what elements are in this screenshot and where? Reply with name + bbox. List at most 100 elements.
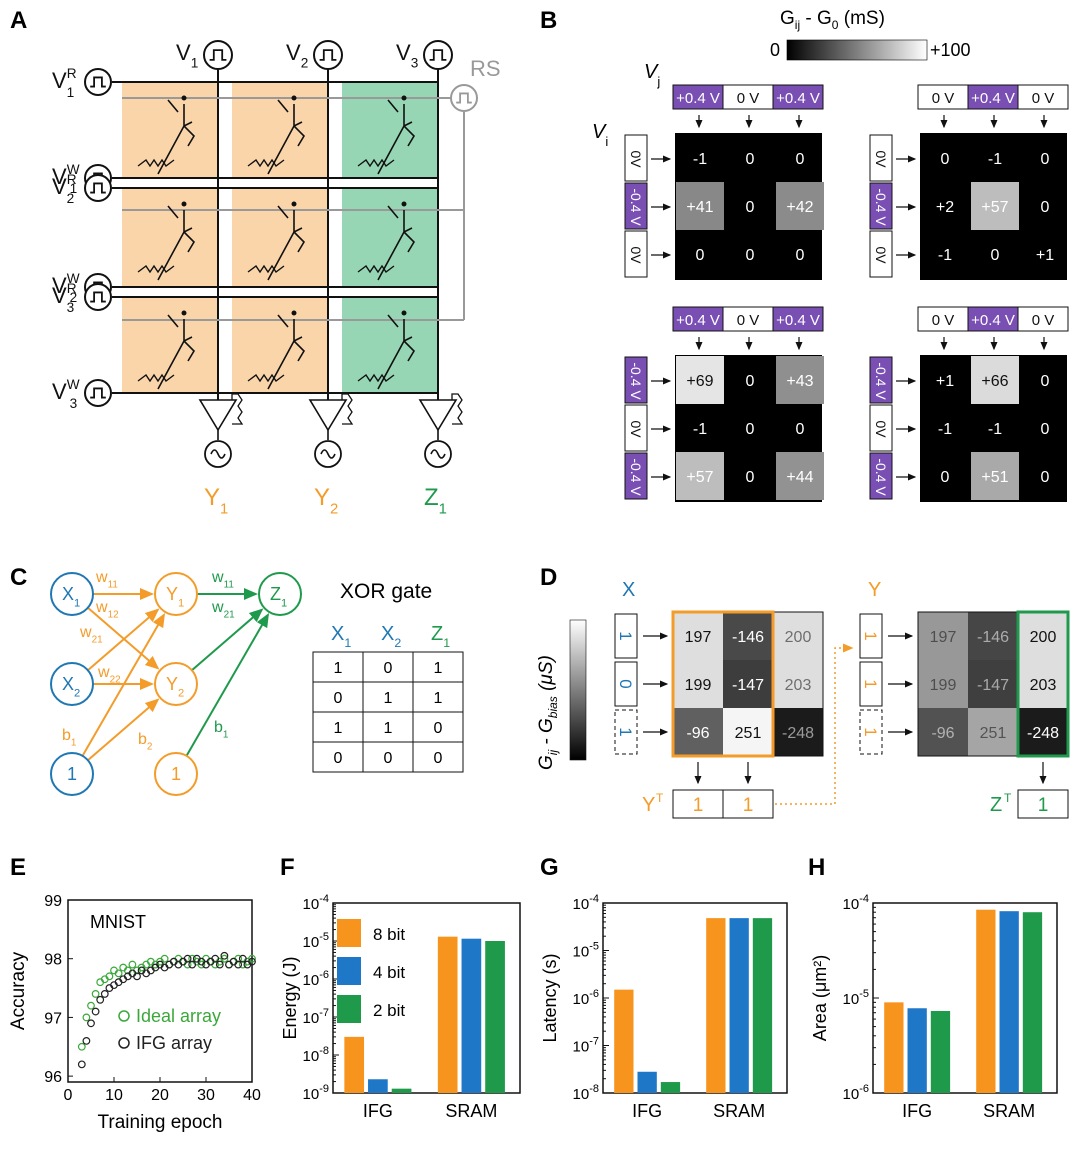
colorbar-title: Gij - G0 (mS): [780, 8, 885, 32]
x-tick-label: 40: [243, 1087, 261, 1104]
rs-source-icon-pulse: [456, 92, 472, 104]
device-resistor-glyph: [137, 158, 175, 168]
table-cell-value: 0: [434, 720, 443, 737]
device-resistor-glyph: [357, 373, 395, 383]
cell-value: 0: [746, 373, 755, 390]
data-point: [197, 960, 206, 969]
row-voltage-label: VR 2: [52, 172, 77, 206]
weight-value: 197: [685, 629, 712, 646]
device-resistor-glyph: [247, 264, 285, 274]
device-transistor-glyph: [157, 205, 196, 281]
data-point: [100, 990, 109, 998]
category-label: SRAM: [983, 1101, 1035, 1121]
y-tick-label: 10-5: [843, 988, 869, 1008]
accuracy-chart: 0 10 20 30 40 96 97 98 99 Training epoch Accuracy M…: [8, 893, 261, 1133]
feedback-resistor-icon: [451, 393, 464, 425]
column-voltage-box: [772, 306, 824, 332]
table-header: X1: [331, 623, 351, 650]
node-y1: [154, 572, 198, 616]
device-node: [401, 201, 407, 207]
y-tick-label: 96: [44, 1069, 62, 1086]
cell-value: +1: [936, 373, 954, 390]
device-node: [181, 310, 187, 316]
row-voltage-text: 0V: [628, 150, 644, 168]
feedback-resistor-icon: [231, 393, 244, 425]
y-tick-label: 99: [44, 893, 62, 910]
data-point: [77, 1060, 86, 1069]
device-resistor-glyph: [247, 158, 285, 168]
column-voltage-text: +0.4 V: [776, 312, 820, 329]
table-cell: [312, 651, 364, 683]
bar-sram: [729, 918, 749, 1093]
node-label: Y2: [166, 674, 184, 699]
row-voltage-text: -0.4 V: [873, 458, 889, 496]
y-tick-label: 10-8: [303, 1045, 329, 1065]
row-voltage-box: [624, 452, 648, 500]
weight-cell: [918, 660, 968, 708]
rs-source-icon: [450, 84, 478, 112]
table-header: Z1: [431, 623, 450, 650]
data-point: [188, 960, 197, 969]
node-label: Y1: [166, 584, 184, 609]
data-point: [77, 1042, 86, 1051]
data-point: [211, 954, 220, 963]
xor-truth-table: XOR gate X1 X2 Z1 1 0 1 0 1 1 1 1 0 0 0 0: [312, 580, 464, 773]
xor-crossbar-panel: Gij - Gbias (μS) X Y 197 -146 200 199 -147 203 -9…: [536, 579, 1070, 819]
table-cell: [362, 711, 414, 743]
row-voltage-text: -0.4 V: [873, 362, 889, 400]
data-point: [215, 960, 224, 969]
column-voltage-text: 0 V: [932, 90, 955, 107]
column-voltage-box: [967, 306, 1019, 332]
x-tick-label: 30: [197, 1087, 215, 1104]
weight-label: w21: [79, 624, 103, 646]
area-chart: 10-6 10-5 10-4 IFG SRAM Area (μm²): [810, 893, 1058, 1121]
cell-value: 0: [941, 151, 950, 168]
cell-value: 0: [746, 247, 755, 264]
output-label: Z1: [424, 484, 447, 517]
category-label: SRAM: [713, 1101, 765, 1121]
data-point: [91, 990, 100, 998]
table-cell-value: 1: [384, 720, 393, 737]
device-resistor-glyph: [357, 264, 395, 274]
column-voltage-label: V1: [176, 40, 198, 71]
y-input-value: 1: [861, 631, 880, 640]
conductance-cell: [676, 452, 724, 500]
bar-ifg: [907, 1008, 927, 1093]
weight-value: -96: [686, 725, 709, 742]
column-voltage-text: +0.4 V: [971, 90, 1015, 107]
edge-x1-y2: [87, 606, 160, 670]
table-cell-value: 1: [334, 660, 343, 677]
xor-table-title: XOR gate: [340, 580, 432, 603]
row-voltage-text: 0V: [873, 150, 889, 168]
cell-value: -1: [938, 247, 952, 264]
bar-sram: [999, 911, 1019, 1093]
y-axis-label: Latency (s): [540, 953, 560, 1042]
table-cell-value: 1: [434, 690, 443, 707]
weight-cell: [723, 708, 773, 756]
row-source-icon: [84, 379, 112, 407]
output-label: Y2: [314, 484, 338, 517]
table-header: X2: [381, 623, 401, 650]
row-voltage-box: [869, 182, 893, 230]
output-label: Y1: [204, 484, 228, 517]
table-cell: [312, 711, 364, 743]
data-point: [87, 1001, 95, 1010]
bar-sram: [976, 909, 996, 1093]
panel-label-b: B: [540, 7, 557, 34]
data-point: [105, 972, 114, 981]
energy-chart: 10-9 10-8 10-7 10-6 10-5 10-4 IFG SRAM Energy (J…: [280, 893, 521, 1121]
cell-background: [342, 188, 438, 287]
conductance-cell: [776, 356, 824, 404]
table-cell: [312, 681, 364, 713]
column-source-icon-circle: [423, 40, 453, 70]
cell-value: +43: [786, 373, 813, 390]
weight-value: -96: [931, 725, 954, 742]
panel-label-c: C: [10, 564, 27, 591]
row-source-icon: [84, 68, 112, 96]
cell-value: 0: [746, 151, 755, 168]
row-voltage-box: [624, 404, 648, 452]
weight-cell: [1018, 612, 1068, 660]
panel-label-a: A: [10, 7, 27, 34]
y-tick-label: 10-4: [303, 893, 329, 913]
weight-cell: [773, 708, 823, 756]
